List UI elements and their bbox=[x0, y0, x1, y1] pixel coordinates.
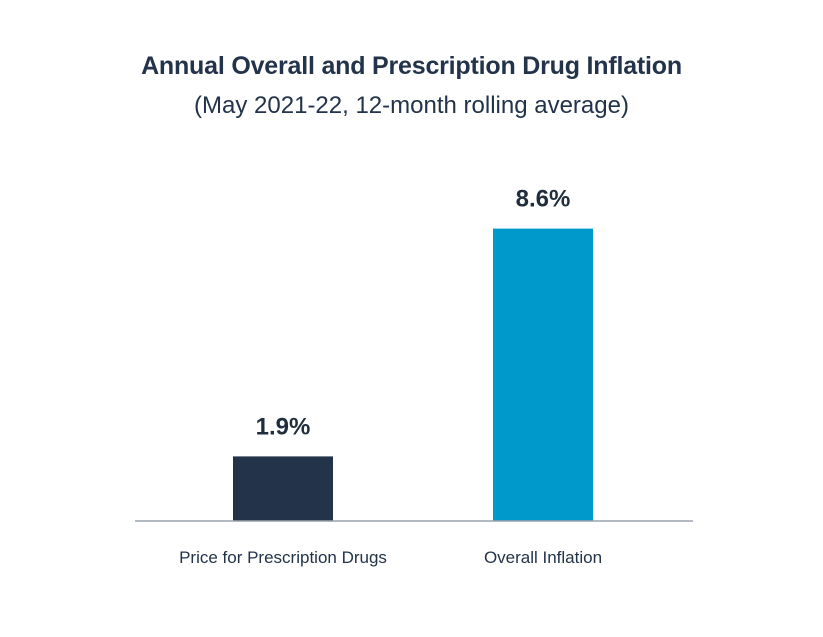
bars-layer: 1.9% Price for Prescription Drugs 8.6% Over… bbox=[179, 186, 602, 567]
bar-2 bbox=[493, 228, 593, 521]
bar-value-label-2: 8.6% bbox=[516, 186, 571, 213]
bar-1 bbox=[233, 456, 333, 521]
bar-value-label-1: 1.9% bbox=[256, 413, 311, 440]
category-label-1: Price for Prescription Drugs bbox=[179, 548, 387, 567]
chart-title: Annual Overall and Prescription Drug Inf… bbox=[141, 52, 682, 80]
chart-subtitle: (May 2021-22, 12-month rolling average) bbox=[194, 92, 629, 119]
category-label-2: Overall Inflation bbox=[484, 548, 602, 567]
